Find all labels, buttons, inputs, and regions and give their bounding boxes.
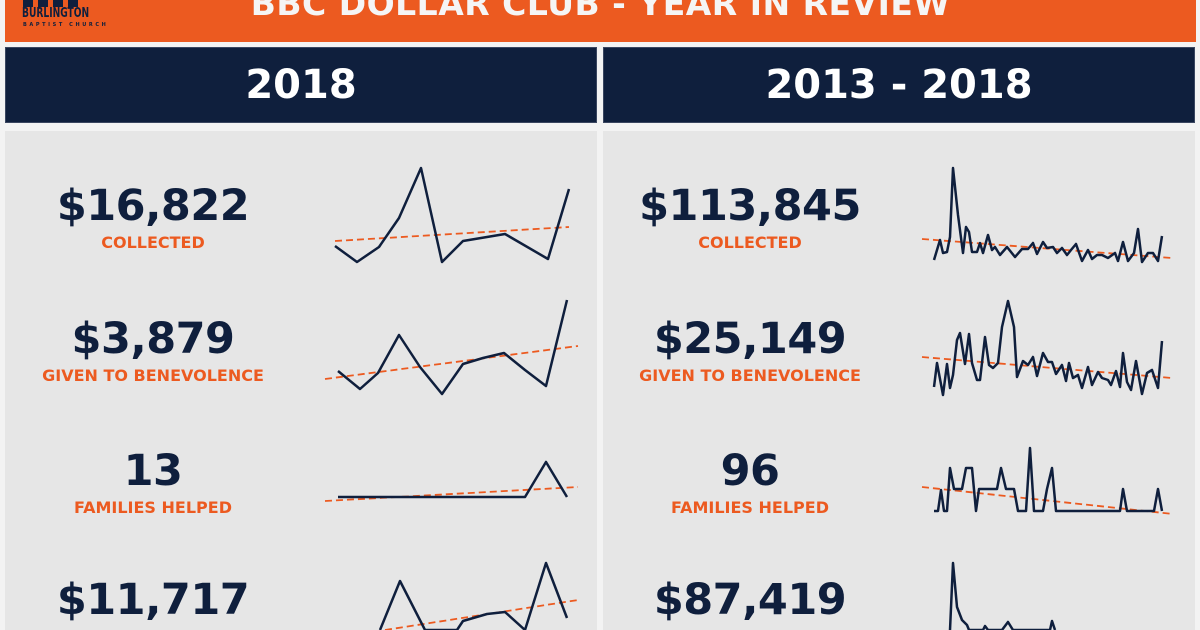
kpi-2013-2018-benevolence: $25,149 GIVEN TO BENEVOLENCE bbox=[620, 314, 880, 386]
kpi-value: $3,879 bbox=[71, 314, 235, 364]
title-banner: BURLINGTON BAPTIST CHURCH BBC DOLLAR CLU… bbox=[5, 0, 1196, 42]
kpi-2018-families: 13 FAMILIES HELPED bbox=[53, 446, 253, 518]
kpi-value: $11,717 bbox=[56, 575, 250, 625]
kpi-value: $113,845 bbox=[639, 181, 861, 231]
kpi-label: GIVEN TO BENEVOLENCE bbox=[42, 366, 264, 385]
kpi-label: FAMILIES HELPED bbox=[74, 498, 232, 517]
kpi-label: COLLECTED bbox=[101, 233, 205, 252]
kpi-value: $16,822 bbox=[56, 181, 250, 231]
kpi-2018-benevolence: $3,879 GIVEN TO BENEVOLENCE bbox=[23, 314, 283, 386]
church-logo: BURLINGTON BAPTIST CHURCH bbox=[22, 0, 106, 34]
logo-name: BURLINGTON bbox=[22, 6, 90, 21]
kpi-value: 96 bbox=[720, 446, 780, 496]
page-title: BBC DOLLAR CLUB - YEAR IN REVIEW bbox=[250, 0, 951, 23]
kpi-value: $25,149 bbox=[653, 314, 847, 364]
kpi-label: FAMILIES HELPED bbox=[671, 498, 829, 517]
year-tag: 2018 bbox=[1052, 0, 1075, 3]
kpi-value: $87,419 bbox=[653, 575, 847, 625]
kpi-label: COLLECTED bbox=[698, 233, 802, 252]
kpi-2013-2018-families: 96 FAMILIES HELPED bbox=[650, 446, 850, 518]
kpi-2018-row4: $11,717 bbox=[53, 575, 253, 627]
kpi-label: GIVEN TO BENEVOLENCE bbox=[639, 366, 861, 385]
logo-pillars-icon bbox=[23, 0, 78, 7]
panel-heading-2018: 2018 bbox=[5, 47, 597, 123]
kpi-2013-2018-collected: $113,845 COLLECTED bbox=[620, 181, 880, 253]
kpi-2018-collected: $16,822 COLLECTED bbox=[53, 181, 253, 253]
panel-heading-2013-2018: 2013 - 2018 bbox=[603, 47, 1195, 123]
kpi-value: 13 bbox=[123, 446, 183, 496]
logo-subtitle: BAPTIST CHURCH bbox=[23, 22, 109, 28]
kpi-2013-2018-row4: $87,419 bbox=[620, 575, 880, 627]
